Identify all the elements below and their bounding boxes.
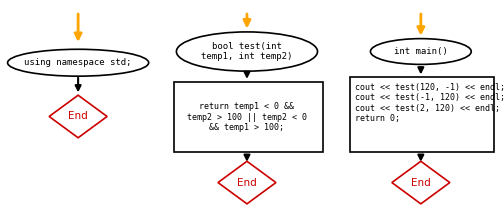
- Text: cout << test(120, -1) << endl;
cout << test(-1, 120) << endl;
cout << test(2, 12: cout << test(120, -1) << endl; cout << t…: [355, 83, 504, 123]
- Ellipse shape: [370, 39, 471, 65]
- Text: End: End: [68, 112, 88, 121]
- Text: End: End: [237, 178, 257, 187]
- FancyBboxPatch shape: [350, 77, 494, 152]
- Text: using namespace std;: using namespace std;: [24, 58, 132, 67]
- Polygon shape: [49, 95, 107, 138]
- Text: bool test(int
temp1, int temp2): bool test(int temp1, int temp2): [201, 42, 293, 61]
- Polygon shape: [392, 161, 450, 204]
- FancyBboxPatch shape: [174, 82, 323, 152]
- Polygon shape: [218, 161, 276, 204]
- Text: return temp1 < 0 &&
temp2 > 100 || temp2 < 0
&& temp1 > 100;: return temp1 < 0 && temp2 > 100 || temp2…: [187, 102, 307, 132]
- Text: End: End: [411, 178, 431, 187]
- Ellipse shape: [8, 49, 149, 76]
- Ellipse shape: [176, 32, 318, 71]
- Text: int main(): int main(): [394, 47, 448, 56]
